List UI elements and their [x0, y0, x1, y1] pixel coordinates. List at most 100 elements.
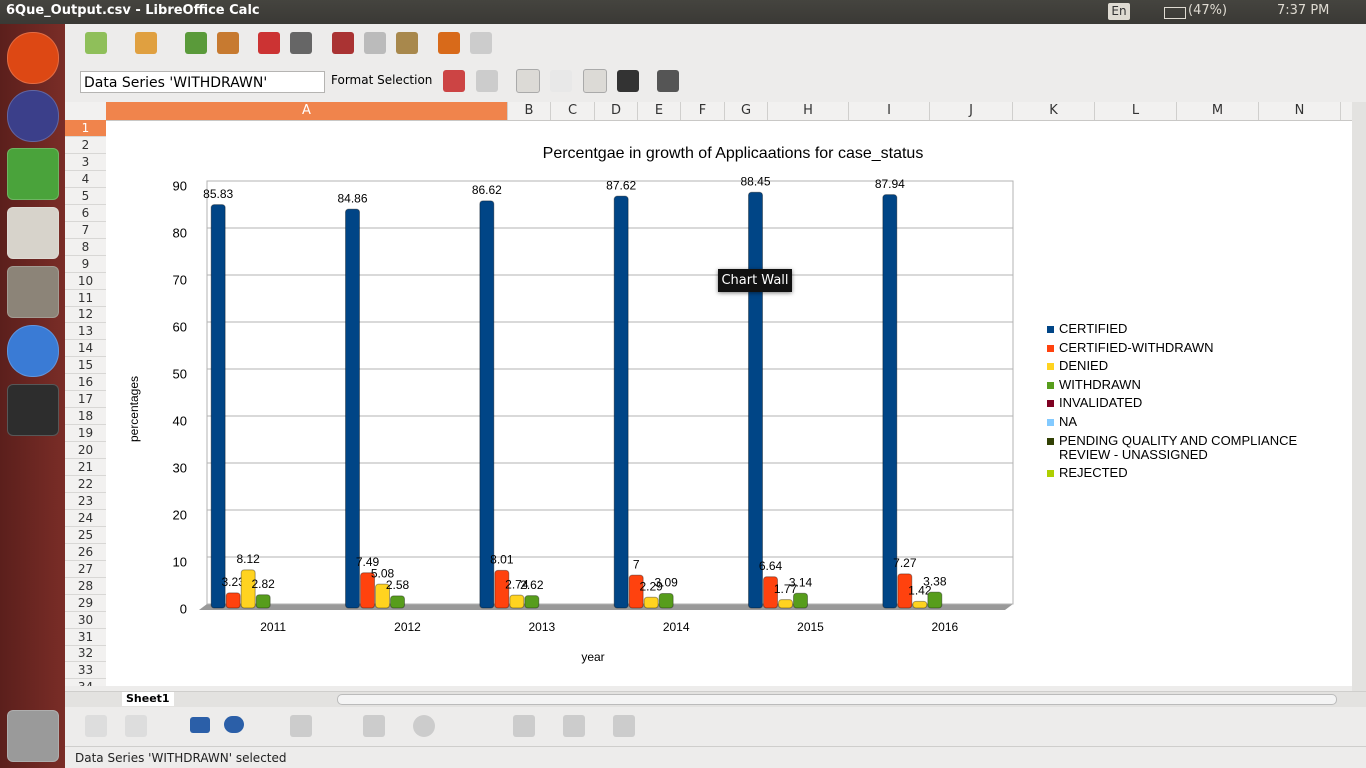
- legend-item: INVALIDATED: [1047, 396, 1347, 410]
- battery-icon[interactable]: [1164, 7, 1186, 19]
- row-header[interactable]: 15: [65, 357, 106, 375]
- row-header[interactable]: 1: [65, 120, 106, 137]
- copy-button[interactable]: [364, 32, 386, 54]
- trash-launcher[interactable]: [7, 710, 59, 762]
- shapes-tool[interactable]: [363, 715, 385, 737]
- symbol-shapes-tool[interactable]: [413, 715, 435, 737]
- column-header[interactable]: M: [1177, 102, 1259, 120]
- chart-edit-area[interactable]: Percentgae in growth of Applicaations fo…: [106, 121, 1352, 686]
- row-header[interactable]: 30: [65, 612, 106, 629]
- row-header[interactable]: 6: [65, 205, 106, 222]
- chart-wall: [206, 180, 1014, 605]
- dash-button[interactable]: [7, 32, 59, 84]
- new-button[interactable]: [85, 32, 107, 54]
- stars-tool[interactable]: [613, 715, 635, 737]
- calc-launcher[interactable]: [7, 148, 59, 200]
- select-tool[interactable]: [85, 715, 107, 737]
- line-tool[interactable]: [125, 715, 147, 737]
- writer-launcher[interactable]: [7, 207, 59, 259]
- row-header[interactable]: 27: [65, 561, 106, 578]
- row-header[interactable]: 11: [65, 290, 106, 307]
- row-header[interactable]: 22: [65, 476, 106, 493]
- format-selection-button[interactable]: Format Selection: [331, 73, 433, 87]
- vertical-grids-button[interactable]: [550, 70, 572, 92]
- column-header[interactable]: K: [1013, 102, 1095, 120]
- column-header[interactable]: N: [1259, 102, 1341, 120]
- bar: [897, 573, 913, 609]
- row-header[interactable]: 2: [65, 137, 106, 154]
- column-header[interactable]: L: [1095, 102, 1177, 120]
- row-header[interactable]: 8: [65, 239, 106, 256]
- horizontal-scrollbar[interactable]: [337, 694, 1337, 705]
- pdf-button[interactable]: [258, 32, 280, 54]
- column-header[interactable]: A: [106, 102, 508, 120]
- row-header[interactable]: 14: [65, 340, 106, 358]
- column-header[interactable]: F: [681, 102, 725, 120]
- open-button[interactable]: [135, 32, 157, 54]
- row-header[interactable]: 19: [65, 425, 106, 443]
- row-header[interactable]: 4: [65, 171, 106, 188]
- row-header[interactable]: 16: [65, 374, 106, 392]
- row-header[interactable]: 21: [65, 459, 106, 476]
- column-header[interactable]: D: [595, 102, 638, 120]
- column-header[interactable]: J: [930, 102, 1013, 120]
- flowchart-tool[interactable]: [513, 715, 535, 737]
- callouts-tool[interactable]: [563, 715, 585, 737]
- column-header[interactable]: G: [725, 102, 768, 120]
- row-header[interactable]: 18: [65, 408, 106, 426]
- x-tick-label: 2014: [663, 620, 690, 634]
- row-header[interactable]: 17: [65, 391, 106, 409]
- chromium-launcher[interactable]: [7, 325, 59, 377]
- cut-button[interactable]: [332, 32, 354, 54]
- undo-button[interactable]: [438, 32, 460, 54]
- row-header[interactable]: 33: [65, 662, 106, 680]
- column-header[interactable]: C: [551, 102, 595, 120]
- row-header[interactable]: 7: [65, 222, 106, 239]
- row-header[interactable]: 34: [65, 679, 106, 686]
- rectangle-tool[interactable]: [190, 717, 210, 733]
- row-header[interactable]: 25: [65, 527, 106, 544]
- column-header[interactable]: H: [768, 102, 849, 120]
- row-header[interactable]: 31: [65, 629, 106, 646]
- row-header[interactable]: 26: [65, 544, 106, 561]
- legend-button[interactable]: [583, 69, 607, 93]
- row-header[interactable]: 9: [65, 256, 106, 273]
- save-button[interactable]: [185, 32, 207, 54]
- bar: [643, 596, 659, 609]
- row-header[interactable]: 32: [65, 645, 106, 663]
- redo-button[interactable]: [470, 32, 492, 54]
- keyboard-indicator[interactable]: En: [1108, 3, 1130, 20]
- row-header[interactable]: 10: [65, 273, 106, 290]
- row-header[interactable]: 12: [65, 306, 106, 324]
- vertical-scrollbar[interactable]: [1352, 102, 1366, 692]
- row-header[interactable]: 23: [65, 493, 106, 510]
- eclipse-launcher[interactable]: [7, 90, 59, 142]
- export-button[interactable]: [217, 32, 239, 54]
- clock[interactable]: 7:37 PM: [1277, 3, 1330, 18]
- row-header[interactable]: 13: [65, 323, 106, 341]
- paste-button[interactable]: [396, 32, 418, 54]
- row-header[interactable]: 20: [65, 442, 106, 460]
- row-header[interactable]: 5: [65, 188, 106, 205]
- legend-swatch: [1047, 418, 1054, 426]
- horizontal-grids-button[interactable]: [516, 69, 540, 93]
- print-button[interactable]: [290, 32, 312, 54]
- row-header[interactable]: 29: [65, 595, 106, 612]
- chart-type-button[interactable]: [443, 70, 465, 92]
- chart-element-select[interactable]: Data Series 'WITHDRAWN': [80, 71, 325, 93]
- ellipse-tool[interactable]: [224, 716, 244, 733]
- column-header[interactable]: E: [638, 102, 681, 120]
- row-header[interactable]: 24: [65, 510, 106, 527]
- sheet-tab[interactable]: Sheet1: [122, 692, 174, 706]
- terminal-launcher[interactable]: [7, 384, 59, 436]
- files-launcher[interactable]: [7, 266, 59, 318]
- text-tool[interactable]: [290, 715, 312, 737]
- data-label: 7.27: [893, 556, 917, 570]
- auto-layout-button[interactable]: [657, 70, 679, 92]
- column-header[interactable]: B: [508, 102, 551, 120]
- row-header[interactable]: 3: [65, 154, 106, 171]
- row-header[interactable]: 28: [65, 578, 106, 595]
- scale-text-button[interactable]: [617, 70, 639, 92]
- column-header[interactable]: I: [849, 102, 930, 120]
- data-table-button[interactable]: [476, 70, 498, 92]
